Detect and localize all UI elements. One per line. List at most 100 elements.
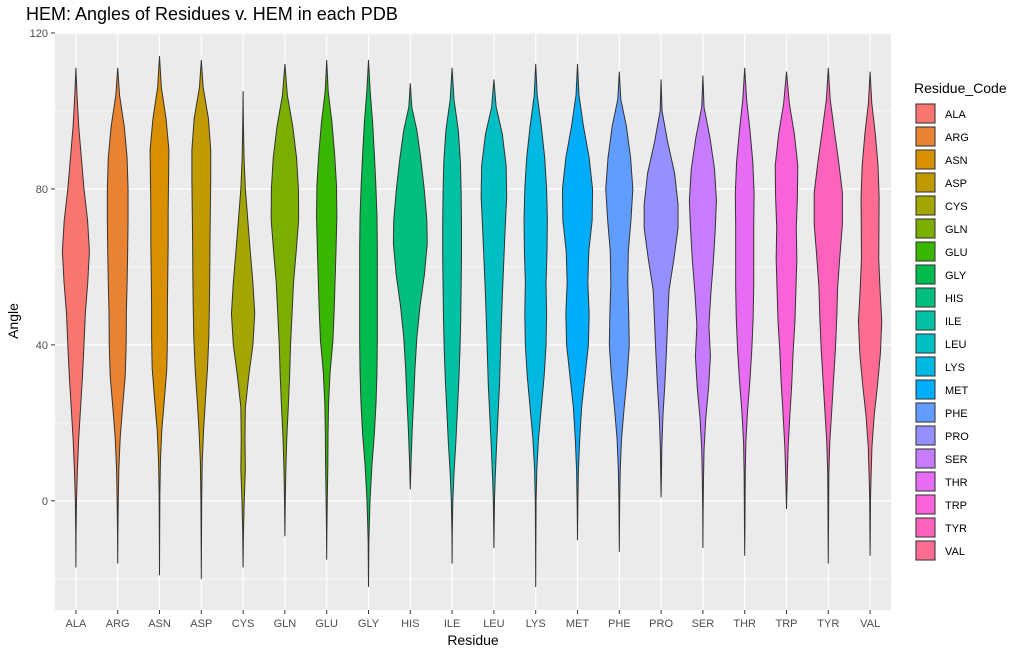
violin-gly [359, 59, 378, 588]
legend-label: PRO [945, 431, 969, 443]
y-tick-label: 0 [42, 496, 48, 508]
violin-thr [734, 67, 755, 556]
legend-item: THR [915, 471, 968, 492]
legend-swatch [915, 241, 936, 262]
legend-item: GLN [915, 218, 968, 239]
legend-label: CYS [945, 201, 968, 213]
legend-item: ILE [915, 310, 962, 331]
violin-arg [106, 67, 129, 564]
legend-label: MET [945, 385, 969, 397]
violin-tyr [813, 67, 843, 564]
legend-swatch [915, 448, 936, 469]
legend-label: PHE [945, 408, 968, 420]
x-tick-label: GLU [315, 618, 338, 630]
legend-item: ALA [915, 103, 966, 124]
legend-swatch [915, 379, 936, 400]
legend-label: LEU [945, 339, 966, 351]
legend-swatch [915, 494, 936, 515]
legend-item: CYS [915, 195, 968, 216]
legend-swatch [915, 540, 936, 561]
violin-gln [270, 63, 300, 537]
legend-swatch [915, 517, 936, 538]
legend-swatch [915, 218, 936, 239]
legend-label: GLU [945, 247, 968, 259]
x-tick-label: ARG [106, 618, 130, 630]
x-tick-label: SER [692, 618, 715, 630]
x-axis: ALA ARG ASN ASP CYS GLN GLU GLY HIS ILE LEU LYS MET P… [66, 610, 880, 630]
x-tick-label: ALA [66, 618, 87, 630]
legend-item: ARG [915, 126, 969, 147]
violin-leu [480, 79, 508, 549]
legend-swatch [915, 356, 936, 377]
legend-label: ILE [945, 316, 962, 328]
legend-swatch [915, 287, 936, 308]
violin-val [857, 71, 883, 556]
legend-item: MET [915, 379, 969, 400]
y-tick-label: 120 [30, 28, 48, 40]
violin-pro [643, 79, 679, 498]
legend-swatch [915, 103, 936, 124]
legend-item: GLY [915, 264, 967, 285]
x-tick-label: ASP [190, 618, 212, 630]
violin-phe [605, 71, 634, 553]
y-axis: 0 40 80 120 [30, 28, 55, 508]
legend-label: SER [945, 454, 968, 466]
legend-label: VAL [945, 546, 965, 558]
legend-item: GLU [915, 241, 968, 262]
legend-item: LYS [915, 356, 965, 377]
chart-title: HEM: Angles of Residues v. HEM in each P… [26, 4, 398, 24]
violin-trp [774, 71, 799, 510]
legend-swatch [915, 402, 936, 423]
x-tick-label: LEU [483, 618, 504, 630]
violin-his [392, 83, 428, 490]
x-tick-label: LYS [526, 618, 546, 630]
legend-swatch [915, 195, 936, 216]
legend-item: ASP [915, 172, 967, 193]
legend-label: ARG [945, 132, 969, 144]
legend-label: TYR [945, 523, 967, 535]
legend-label: ALA [945, 109, 966, 121]
x-tick-label: THR [733, 618, 756, 630]
legend-item: SER [915, 448, 968, 469]
x-tick-label: GLY [358, 618, 380, 630]
legend-swatch [915, 333, 936, 354]
legend-item: VAL [915, 540, 965, 561]
legend-label: HIS [945, 293, 963, 305]
legend-label: LYS [945, 362, 965, 374]
legend-label: THR [945, 477, 968, 489]
x-tick-label: GLN [274, 618, 297, 630]
legend-label: ASP [945, 178, 967, 190]
legend-swatch [915, 172, 936, 193]
legend-label: GLN [945, 224, 968, 236]
violin-cys [230, 90, 256, 568]
legend-swatch [915, 471, 936, 492]
legend-swatch [915, 264, 936, 285]
legend-label: ASN [945, 155, 968, 167]
violin-met [561, 63, 594, 541]
violin-asn [149, 55, 170, 576]
legend-swatch [915, 310, 936, 331]
violin-ser [688, 75, 717, 549]
y-tick-label: 80 [36, 184, 48, 196]
x-axis-title: Residue [447, 632, 499, 648]
x-tick-label: ILE [444, 618, 461, 630]
legend-item: TRP [915, 494, 967, 515]
x-tick-label: PRO [649, 618, 673, 630]
x-tick-label: TRP [776, 618, 798, 630]
x-tick-label: PHE [608, 618, 631, 630]
legend-item: PHE [915, 402, 968, 423]
violin-glu [316, 59, 338, 560]
y-axis-title: Angle [5, 303, 21, 339]
legend-title: Residue_Code [914, 80, 1007, 96]
plot-panel [55, 33, 891, 610]
legend-label: TRP [945, 500, 967, 512]
x-tick-label: HIS [401, 618, 419, 630]
legend-item: HIS [915, 287, 963, 308]
x-tick-label: VAL [860, 618, 880, 630]
violin-ala [61, 67, 90, 568]
violins [61, 55, 883, 588]
legend-item: PRO [915, 425, 969, 446]
legend-item: ASN [915, 149, 968, 170]
legend-item: TYR [915, 517, 967, 538]
